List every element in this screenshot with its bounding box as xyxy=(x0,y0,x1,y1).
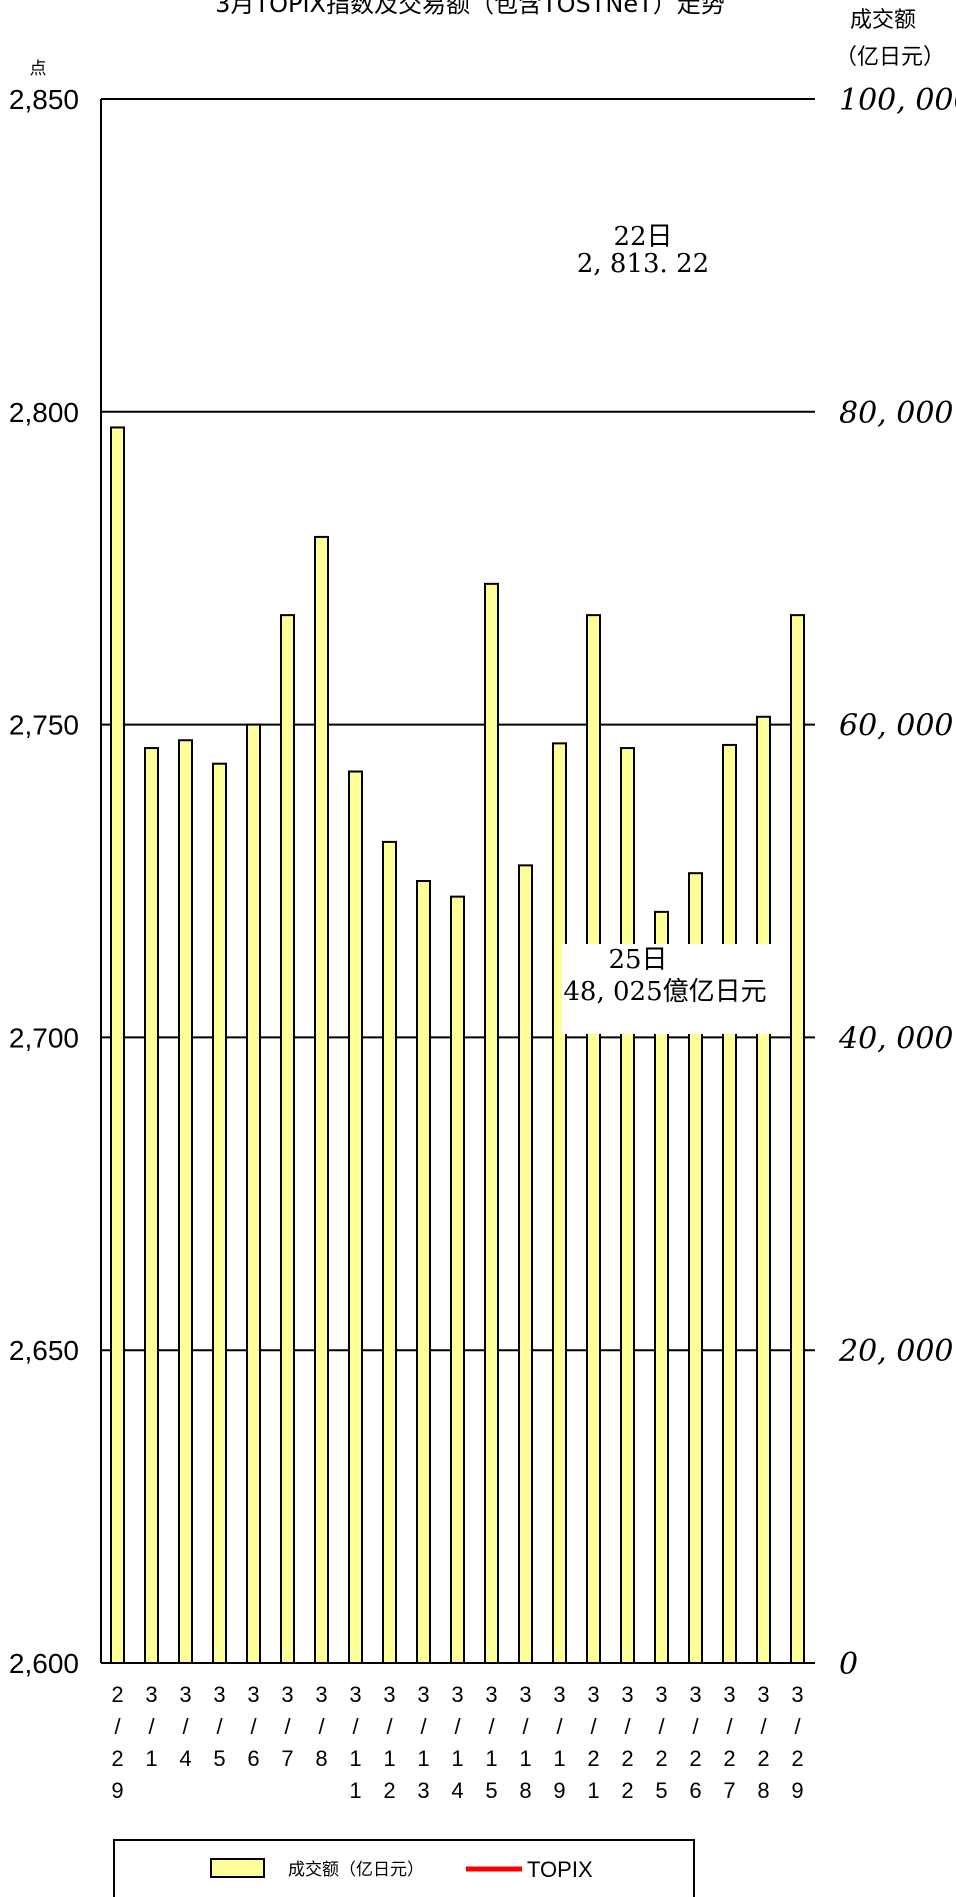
annotation-22: 22日 2, 813. 22 xyxy=(577,222,709,279)
x-tick-label: 3/1 4 xyxy=(451,1682,463,1803)
x-tick-label: 2/2 9 xyxy=(111,1682,123,1803)
bar xyxy=(688,872,703,1664)
bar xyxy=(280,614,295,1664)
bar xyxy=(212,762,227,1664)
legend-label-volume: 成交额（亿日元） xyxy=(288,1860,424,1880)
x-tick-label: 3/1 8 xyxy=(519,1682,531,1803)
left-axis-unit: 点 xyxy=(30,59,47,79)
bar xyxy=(348,770,363,1664)
annotation-25: 25日 48, 025億亿日元 xyxy=(562,944,774,1034)
x-tick-label: 3/1 xyxy=(145,1682,157,1771)
x-tick-label: 3/1 5 xyxy=(485,1682,497,1803)
left-axis-ticks: 2,600 2,650 2,700 2,750 2,800 2,850 xyxy=(9,84,79,1679)
legend-label-topix: TOPIX xyxy=(527,1857,593,1882)
left-tick-label: 2,750 xyxy=(9,710,79,741)
right-tick-label: 40, 000 xyxy=(838,1021,954,1056)
x-tick-label: 3/1 2 xyxy=(383,1682,395,1803)
right-axis-title-line2: （亿日元） xyxy=(835,45,945,70)
x-tick-label: 3/5 xyxy=(213,1682,225,1771)
legend-swatch-volume xyxy=(210,1858,265,1878)
x-tick-label: 3/1 9 xyxy=(553,1682,565,1803)
x-tick-label: 3/1 3 xyxy=(417,1682,429,1803)
x-tick-label: 3/2 2 xyxy=(621,1682,633,1803)
annotation-25-line1: 25日 xyxy=(608,945,667,975)
bar xyxy=(586,614,601,1664)
x-axis-ticks: 2/2 9 3/1 3/4 3/5 3/6 3/7 3/8 3/1 1 3/1 2 3/1 3 3/1 4 3/… xyxy=(111,1682,803,1803)
bars xyxy=(110,426,805,1665)
left-tick-label: 2,600 xyxy=(9,1648,79,1679)
x-tick-label: 3/2 5 xyxy=(655,1682,667,1803)
x-tick-label: 3/2 7 xyxy=(723,1682,735,1803)
bar xyxy=(552,742,567,1664)
bar xyxy=(178,739,193,1664)
bar xyxy=(416,880,431,1664)
right-axis-title-line1: 成交额 xyxy=(850,8,916,33)
left-tick-label: 2,800 xyxy=(9,397,79,428)
bar xyxy=(314,535,329,1664)
x-tick-label: 3/2 1 xyxy=(587,1682,599,1803)
bar xyxy=(110,426,125,1665)
x-tick-label: 3/8 xyxy=(315,1682,327,1771)
bar xyxy=(790,614,805,1664)
bar xyxy=(144,747,159,1664)
bar xyxy=(518,864,533,1664)
x-tick-label: 3/7 xyxy=(281,1682,293,1771)
x-tick-label: 3/4 xyxy=(179,1682,191,1771)
legend: 成交额（亿日元） TOPIX xyxy=(113,1839,695,1897)
right-tick-label: 0 xyxy=(839,1647,858,1682)
left-tick-label: 2,700 xyxy=(9,1022,79,1053)
bar xyxy=(654,910,669,1664)
bar xyxy=(722,743,737,1664)
bar xyxy=(484,582,499,1665)
bar xyxy=(246,723,261,1664)
right-axis-ticks: 0 20, 000 40, 000 60, 000 80, 000 100, 000 xyxy=(838,83,956,1682)
x-tick-label: 3/6 xyxy=(247,1682,259,1771)
annotation-22-line1: 22日 xyxy=(613,222,672,252)
bar xyxy=(450,895,465,1664)
left-tick-label: 2,850 xyxy=(9,84,79,115)
left-tick-label: 2,650 xyxy=(9,1335,79,1366)
annotation-25-box xyxy=(562,944,774,1034)
annotation-22-line2: 2, 813. 22 xyxy=(577,249,709,279)
chart-title: 3月TOPIX指数及交易额（包含TOSTNeT）走势 xyxy=(215,0,725,18)
right-tick-label: 80, 000 xyxy=(839,396,954,431)
x-tick-label: 3/1 1 xyxy=(349,1682,361,1803)
right-tick-label: 20, 000 xyxy=(838,1334,954,1369)
right-tick-label: 100, 000 xyxy=(839,83,956,118)
x-tick-label: 3/2 9 xyxy=(791,1682,803,1803)
x-tick-label: 3/2 6 xyxy=(689,1682,701,1803)
right-tick-label: 60, 000 xyxy=(839,709,954,744)
annotation-25-line2: 48, 025億亿日元 xyxy=(563,977,766,1007)
x-tick-label: 3/2 8 xyxy=(757,1682,769,1803)
bar xyxy=(756,715,771,1664)
bar xyxy=(382,840,397,1664)
bar xyxy=(620,747,635,1664)
